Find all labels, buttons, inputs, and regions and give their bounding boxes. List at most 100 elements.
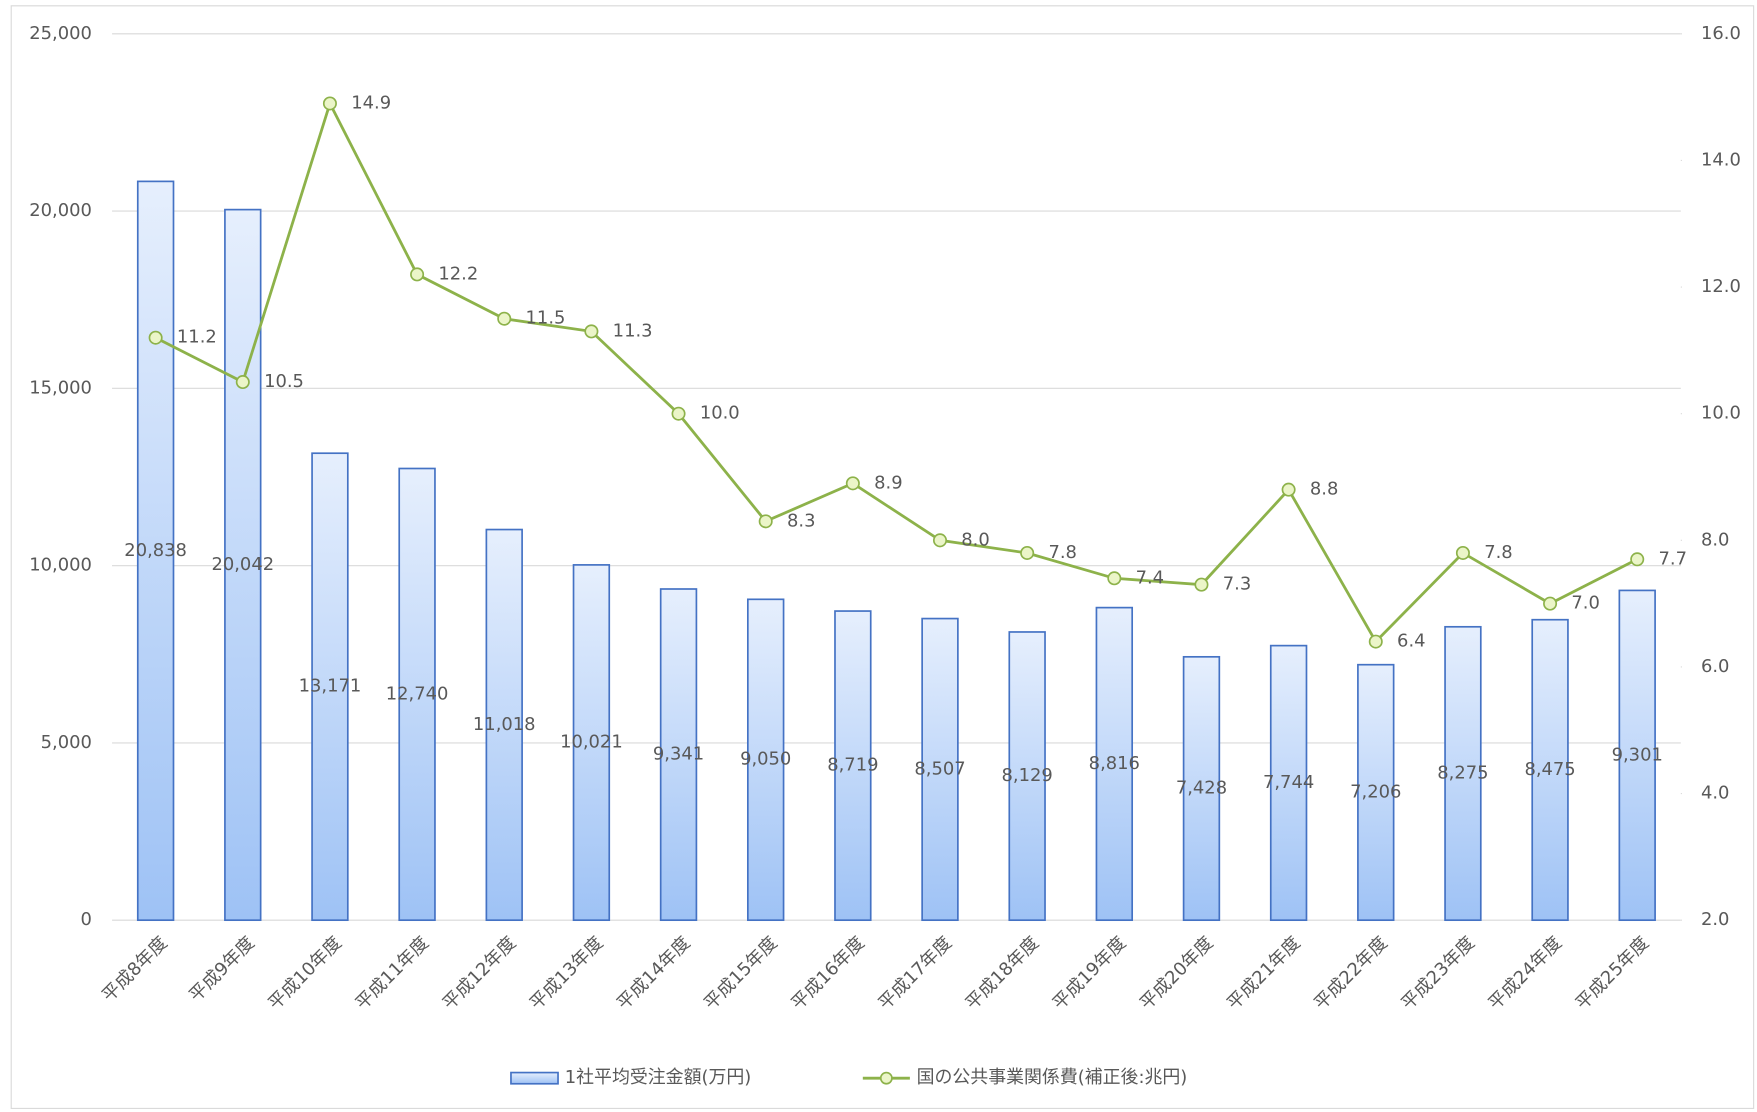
data-label: 20,042: [211, 554, 274, 575]
x-tick-label: 平成22年度: [1310, 933, 1392, 1015]
x-tick-label: 平成11年度: [352, 933, 434, 1015]
data-label: 9,301: [1612, 744, 1663, 765]
line-marker: [410, 267, 425, 282]
bar: [1357, 663, 1395, 922]
chart-border: [10, 5, 1755, 1109]
x-tick-label: 平成13年度: [526, 933, 608, 1015]
y-tick-label: 25,000: [29, 23, 92, 44]
x-tick-label: 平成20年度: [1136, 933, 1218, 1015]
y2-tick-label: 8.0: [1701, 529, 1729, 550]
y2-tick-label: 10.0: [1701, 403, 1741, 424]
y-tick-label: 0: [80, 909, 91, 930]
data-label: 8.9: [874, 472, 902, 493]
bar: [485, 528, 523, 922]
data-label: 11,018: [473, 714, 536, 735]
x-tick-label: 平成8年度: [98, 933, 172, 1007]
x-tick-label: 平成17年度: [874, 933, 956, 1015]
data-label: 12.2: [438, 263, 478, 284]
data-label: 8,475: [1524, 759, 1575, 780]
data-label: 10.0: [700, 403, 740, 424]
y2-tick-label: 16.0: [1701, 23, 1741, 44]
data-label: 9,050: [740, 749, 791, 770]
x-tick-label: 平成23年度: [1397, 933, 1479, 1015]
y-tick-label: 10,000: [29, 555, 92, 576]
x-tick-label: 平成15年度: [700, 933, 782, 1015]
x-tick-label: 平成12年度: [439, 933, 521, 1015]
data-label: 8.8: [1310, 479, 1338, 500]
line-marker: [758, 514, 773, 529]
data-label: 7.4: [1136, 567, 1164, 588]
line-marker: [1368, 634, 1383, 649]
data-label: 8.3: [787, 510, 815, 531]
data-label: 8,275: [1437, 762, 1488, 783]
data-label: 6.4: [1397, 631, 1425, 652]
data-label: 12,740: [386, 683, 449, 704]
legend-swatch: [510, 1071, 559, 1085]
bar: [1095, 606, 1134, 922]
bar: [1444, 625, 1482, 922]
bar: [572, 564, 611, 922]
line-marker: [1107, 571, 1122, 586]
data-label: 7.8: [1048, 542, 1076, 563]
bar: [921, 617, 959, 922]
legend-label: 1社平均受注金額(万円): [565, 1067, 752, 1088]
data-label: 11.5: [526, 308, 566, 329]
data-label: 20,838: [124, 540, 187, 561]
line-marker: [584, 324, 599, 339]
data-label: 11.3: [613, 320, 653, 341]
line-marker: [1281, 482, 1296, 497]
data-label: 13,171: [299, 676, 362, 697]
x-tick-label: 平成9年度: [185, 933, 259, 1007]
x-tick-label: 平成21年度: [1223, 933, 1305, 1015]
line-marker: [1630, 552, 1645, 567]
y2-tick-label: 2.0: [1701, 909, 1729, 930]
line-marker: [1543, 596, 1558, 611]
y2-tick-label: 12.0: [1701, 276, 1741, 297]
data-label: 10.5: [264, 371, 304, 392]
data-label: 8,719: [827, 755, 878, 776]
data-label: 8,816: [1089, 753, 1140, 774]
data-label: 14.9: [351, 92, 391, 113]
x-tick-label: 平成16年度: [787, 933, 869, 1015]
line: [154, 99, 1638, 644]
x-tick-label: 平成25年度: [1572, 933, 1654, 1015]
line-marker: [845, 476, 860, 491]
x-tick-label: 平成19年度: [1049, 933, 1131, 1015]
line-marker: [235, 375, 250, 390]
data-label: 7.8: [1484, 542, 1512, 563]
data-label: 7.7: [1659, 548, 1687, 569]
data-label: 7,428: [1176, 777, 1227, 798]
data-label: 8.0: [961, 529, 989, 550]
data-label: 7,744: [1263, 772, 1314, 793]
data-label: 7.0: [1571, 593, 1599, 614]
bar: [311, 452, 349, 922]
y2-tick-label: 14.0: [1701, 149, 1741, 170]
line-marker: [322, 96, 337, 111]
bar: [746, 598, 785, 922]
x-tick-label: 平成14年度: [613, 933, 695, 1015]
bar: [659, 588, 698, 922]
bar: [1182, 655, 1221, 922]
bar: [834, 610, 872, 922]
x-tick-label: 平成10年度: [264, 933, 346, 1015]
data-label: 8,507: [914, 758, 965, 779]
legend-swatch: [879, 1071, 893, 1085]
line-marker: [1194, 577, 1209, 592]
legend-label: 国の公共事業関係費(補正後:兆円): [917, 1067, 1188, 1088]
data-label: 8,129: [1002, 765, 1053, 786]
data-label: 9,341: [653, 744, 704, 765]
data-label: 11.2: [177, 327, 217, 348]
x-tick-label: 平成24年度: [1484, 933, 1566, 1015]
line-marker: [671, 406, 686, 421]
bar: [1531, 618, 1569, 922]
line-marker: [1020, 545, 1035, 560]
bar: [224, 208, 262, 922]
line-marker: [497, 311, 512, 326]
data-label: 7.3: [1223, 574, 1251, 595]
data-label: 7,206: [1350, 781, 1401, 802]
y2-tick-label: 6.0: [1701, 656, 1729, 677]
bar: [1269, 644, 1308, 922]
bar: [136, 180, 175, 922]
y-tick-label: 20,000: [29, 200, 92, 221]
